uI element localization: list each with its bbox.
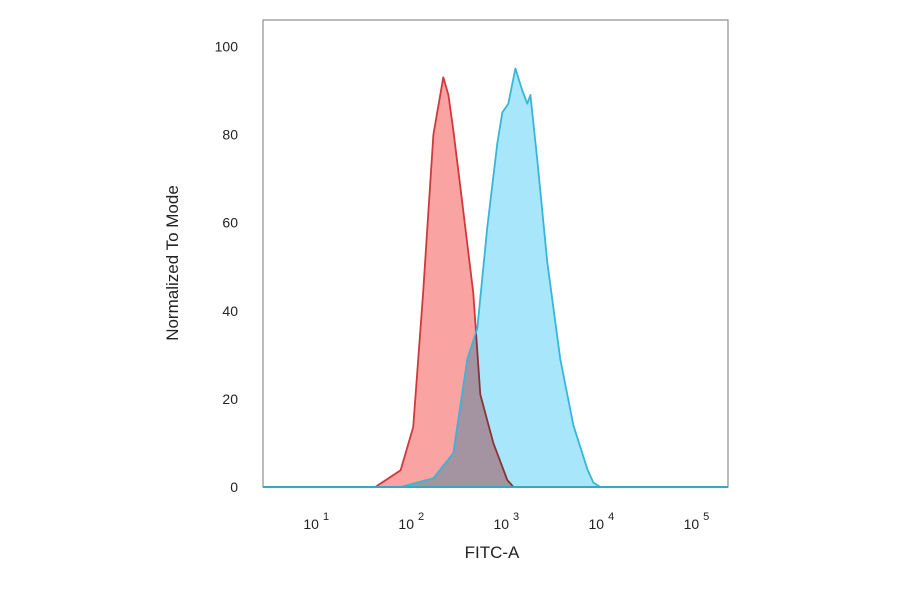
x-tick-exponent: 3: [513, 511, 519, 523]
x-tick-exponent: 2: [418, 511, 424, 523]
x-tick-base: 10: [303, 516, 319, 532]
y-tick-labels: 0 20 40 60 80 100: [215, 38, 239, 495]
y-axis-label: Normalized To Mode: [163, 185, 182, 341]
x-tick-label: 10 1: [303, 511, 329, 532]
x-tick-exponent: 5: [703, 511, 709, 523]
x-tick-label: 10 2: [398, 511, 424, 532]
y-tick-label: 0: [230, 479, 238, 495]
x-tick-labels: 10 1 10 2 10 3 10 4 10 5: [303, 511, 709, 532]
y-tick-label: 20: [222, 391, 238, 407]
y-tick-label: 80: [222, 127, 238, 143]
y-tick-label: 60: [222, 215, 238, 231]
series-layer: [374, 67, 601, 488]
x-tick-exponent: 4: [608, 511, 614, 523]
x-tick-label: 10 4: [589, 511, 615, 532]
x-tick-base: 10: [493, 516, 509, 532]
x-tick-label: 10 5: [684, 511, 710, 532]
y-tick-label: 100: [215, 38, 239, 54]
x-tick-base: 10: [398, 516, 414, 532]
series-1-fill: [400, 68, 601, 487]
x-tick-base: 10: [589, 516, 605, 532]
x-axis-label: FITC-A: [465, 543, 520, 562]
series-1-line: [400, 67, 601, 488]
y-tick-label: 40: [222, 303, 238, 319]
x-tick-label: 10 3: [493, 511, 519, 532]
x-tick-exponent: 1: [323, 511, 329, 523]
x-tick-base: 10: [684, 516, 700, 532]
